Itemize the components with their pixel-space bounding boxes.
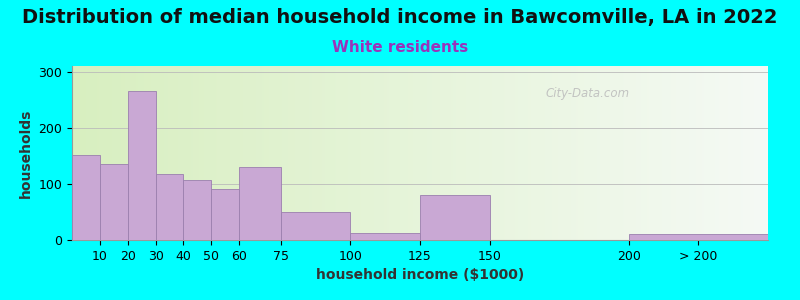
Text: White residents: White residents xyxy=(332,40,468,56)
Text: City-Data.com: City-Data.com xyxy=(546,87,630,100)
Bar xyxy=(350,233,420,240)
Y-axis label: households: households xyxy=(19,108,33,198)
X-axis label: household income ($1000): household income ($1000) xyxy=(316,268,524,282)
Bar xyxy=(128,91,155,240)
Bar xyxy=(72,155,100,240)
Bar xyxy=(281,212,350,240)
Bar xyxy=(420,195,490,240)
Bar xyxy=(183,180,211,240)
Text: Distribution of median household income in Bawcomville, LA in 2022: Distribution of median household income … xyxy=(22,8,778,26)
Bar xyxy=(629,234,768,240)
Bar xyxy=(211,190,239,240)
Bar xyxy=(239,167,281,240)
Bar xyxy=(100,164,128,240)
Bar xyxy=(155,174,183,240)
